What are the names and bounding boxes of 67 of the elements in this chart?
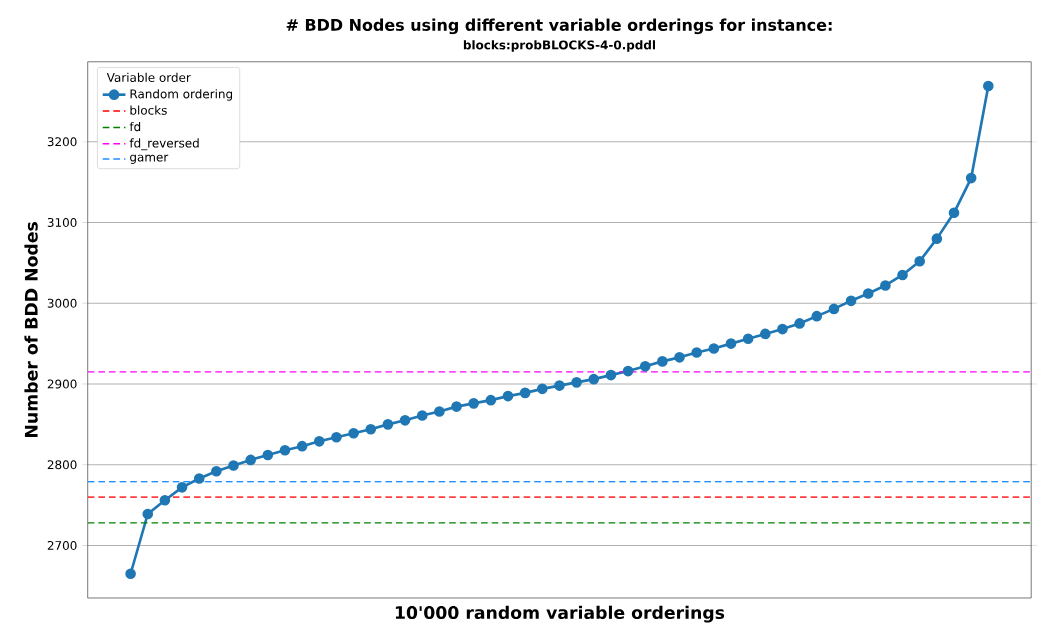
- point: [914, 255, 926, 267]
- y-tick-label: 2900: [47, 379, 77, 389]
- point: [742, 333, 754, 345]
- point: [348, 427, 359, 439]
- point: [279, 444, 291, 456]
- point: [983, 80, 994, 92]
- point: [142, 508, 154, 520]
- point: [365, 423, 377, 435]
- point: [159, 495, 171, 506]
- x-axis-title: 10'000 random variable orderings: [395, 605, 725, 623]
- y-tick-label: 2800: [47, 460, 77, 470]
- y-axis-title: Number of BDD Nodes: [24, 222, 38, 438]
- point: [897, 269, 908, 281]
- point: [382, 419, 394, 430]
- point: [828, 303, 840, 315]
- point: [502, 390, 514, 402]
- point: [485, 394, 497, 406]
- point: [193, 473, 205, 484]
- point: [657, 356, 668, 367]
- point: [451, 401, 462, 412]
- point: [674, 352, 685, 363]
- legend-label: fd_reversed: [129, 138, 199, 151]
- point: [760, 328, 771, 340]
- point: [211, 465, 222, 477]
- point: [262, 449, 274, 461]
- point: [228, 460, 239, 471]
- point: [605, 369, 617, 381]
- point: [708, 343, 720, 354]
- legend-label: gamer: [130, 154, 169, 164]
- point: [931, 233, 943, 245]
- point: [434, 406, 445, 417]
- point: [125, 568, 136, 580]
- point: [811, 310, 823, 322]
- point: [245, 454, 256, 466]
- point: [554, 380, 565, 391]
- y-tick-label: 3200: [47, 137, 77, 147]
- chart-title: # BDD Nodes using different variable orderings for instance:: [286, 18, 832, 35]
- point: [725, 338, 737, 349]
- point: [639, 360, 651, 372]
- point: [519, 387, 531, 399]
- y-tick-label: 2700: [47, 541, 77, 551]
- point: [399, 415, 411, 426]
- point: [862, 288, 874, 299]
- point: [176, 482, 188, 493]
- point: [313, 436, 325, 447]
- point: [691, 347, 703, 358]
- legend-label: blocks: [130, 105, 167, 115]
- legend-label: fd: [129, 121, 141, 132]
- point: [331, 432, 342, 443]
- point: [536, 383, 548, 395]
- point: [468, 398, 479, 409]
- y-tick-label: 3100: [47, 218, 77, 228]
- point: [794, 318, 805, 329]
- point: [571, 377, 582, 388]
- legend-title: Variable order: [106, 72, 191, 83]
- y-tick-label: 3000: [47, 298, 77, 308]
- point: [777, 323, 788, 335]
- point: [296, 440, 308, 452]
- point: [948, 207, 960, 219]
- chart-subtitle: blocks:probBLOCKS-4-0.pddl: [463, 40, 656, 52]
- point: [845, 295, 857, 307]
- point: [965, 172, 977, 184]
- point: [588, 373, 600, 385]
- point: [880, 280, 891, 291]
- point: [416, 410, 428, 421]
- point: [622, 365, 634, 377]
- legend-label: Random ordering: [130, 89, 233, 101]
